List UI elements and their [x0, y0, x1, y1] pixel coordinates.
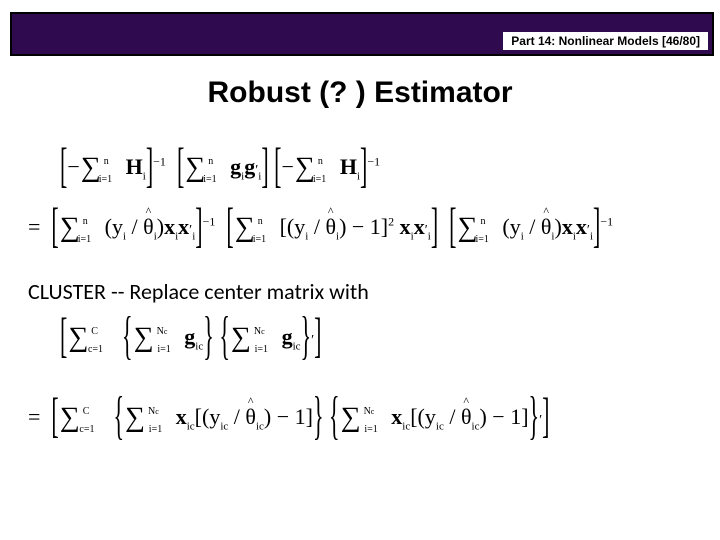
slide-number-label: Part 14: Nonlinear Models [46/80] — [503, 32, 708, 50]
equation-line-1: [−∑ni=1 Hi]−1 [∑ni=1 gig′i] [−∑ni=1 Hi]−… — [60, 150, 380, 182]
equation-line-2: = [∑ni=1 (yi / θi)xix′i]−1 [∑ni=1 [(yi /… — [28, 210, 613, 242]
cluster-note: CLUSTER -- Replace center matrix with — [28, 278, 369, 305]
header-bar: Part 14: Nonlinear Models [46/80] — [10, 12, 714, 56]
equation-line-3: [∑Cc=1 {∑Nci=1 gic} {∑Nci=1 gic}′] — [60, 320, 321, 352]
page-title: Robust (? ) Estimator — [0, 76, 720, 110]
equation-line-4: = [∑Cc=1 {∑Nci=1 xic[(yic / θic) − 1]} {… — [28, 400, 549, 432]
